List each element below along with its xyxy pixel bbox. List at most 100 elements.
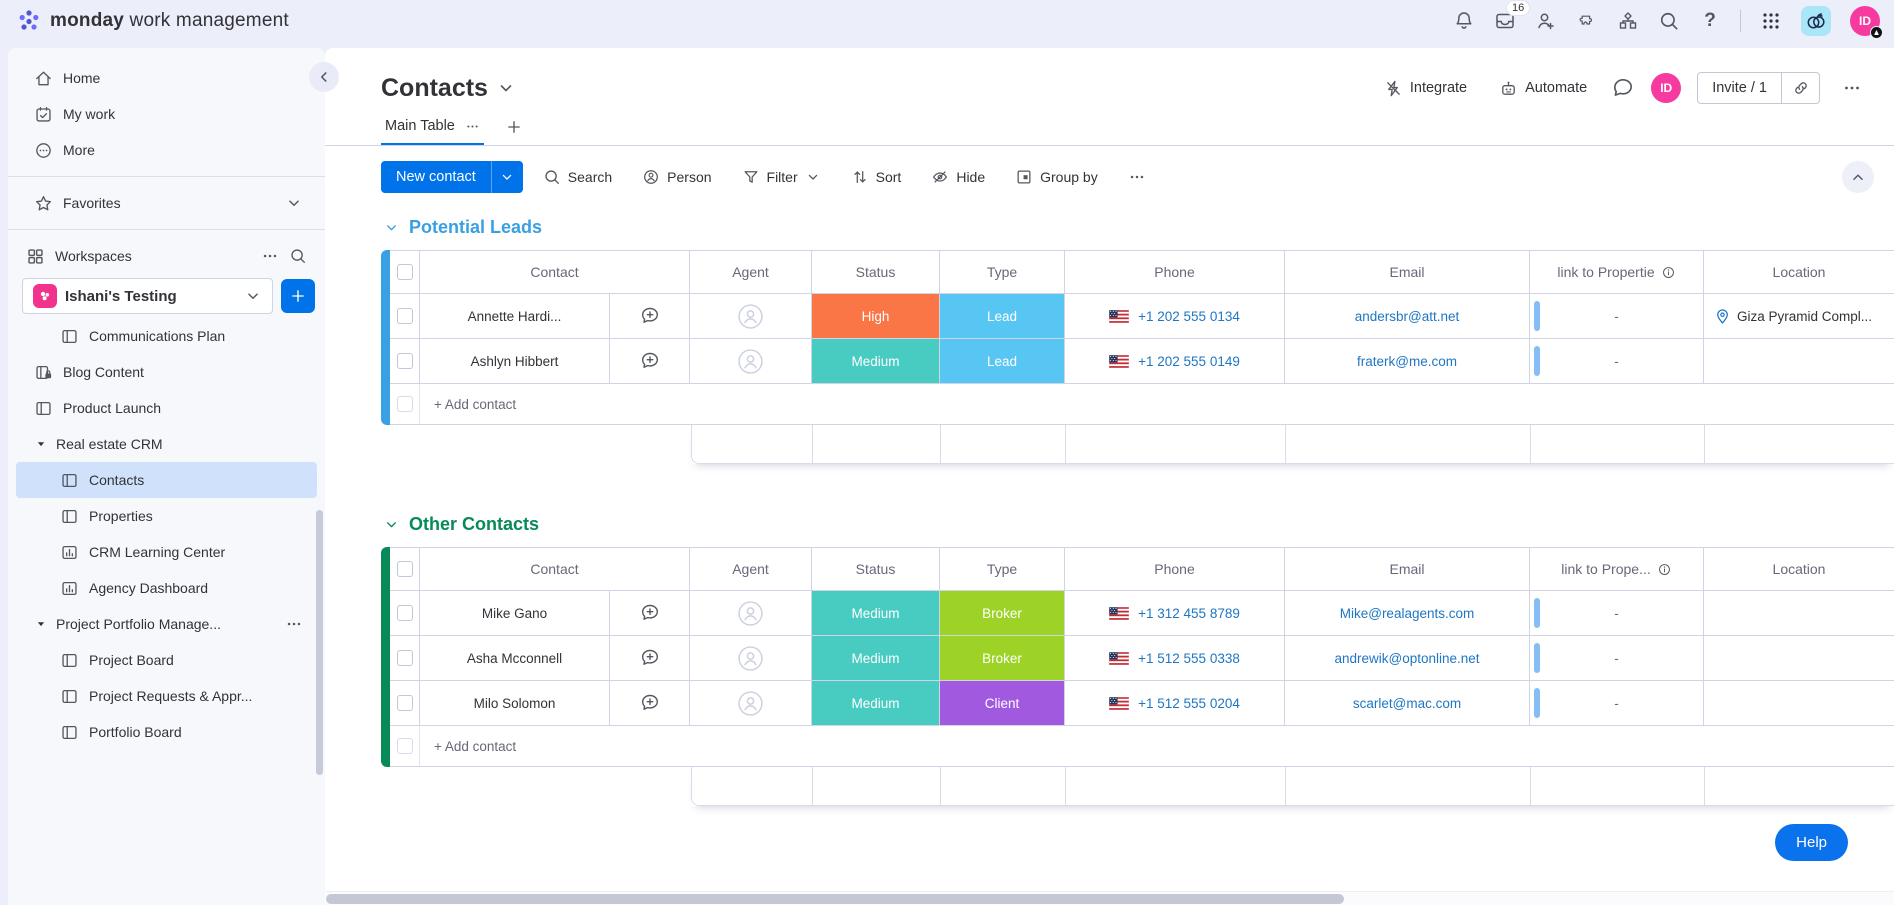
sidebar-board-project-board[interactable]: Project Board xyxy=(16,642,317,678)
type-badge[interactable]: Lead xyxy=(940,294,1064,338)
chat-plus-icon[interactable] xyxy=(639,350,661,372)
contact-name[interactable]: Ashlyn Hibbert xyxy=(420,339,610,383)
column-header-status[interactable]: Status xyxy=(812,548,940,590)
monday-brand[interactable]: monday work management xyxy=(16,8,289,34)
sidebar-board-portfolio-board[interactable]: Portfolio Board xyxy=(16,714,317,750)
workspace-picker[interactable]: Ishani's Testing xyxy=(22,278,273,314)
chat-plus-icon[interactable] xyxy=(639,647,661,669)
sidebar-board-product-launch[interactable]: Product Launch xyxy=(16,390,317,426)
email-value[interactable]: Mike@realagents.com xyxy=(1339,605,1475,621)
location-value[interactable]: Giza Pyramid Compl... xyxy=(1714,308,1872,325)
tab-main-table[interactable]: Main Table xyxy=(381,118,484,145)
column-header-email[interactable]: Email xyxy=(1285,548,1530,590)
location-value[interactable] xyxy=(1704,339,1894,383)
table-row[interactable]: Mike Gano Medium Broker +1 312 455 8789 … xyxy=(390,591,1894,636)
column-header-location[interactable]: Location xyxy=(1772,561,1826,577)
sidebar-item-favorites[interactable]: Favorites xyxy=(16,185,317,221)
product-switcher-icon[interactable] xyxy=(1760,10,1782,32)
table-row[interactable]: Ashlyn Hibbert Medium Lead +1 202 555 01… xyxy=(390,339,1894,384)
agent-avatar-placeholder-icon[interactable] xyxy=(737,645,764,672)
sidebar-folder-project-portfolio[interactable]: Project Portfolio Manage... xyxy=(16,606,317,642)
column-header-type[interactable]: Type xyxy=(940,251,1065,293)
phone-value[interactable]: +1 202 555 0134 xyxy=(1138,308,1240,324)
person-filter-button[interactable]: Person xyxy=(632,161,721,193)
group-title[interactable]: Other Contacts xyxy=(381,514,1894,535)
agent-avatar-placeholder-icon[interactable] xyxy=(737,600,764,627)
folder-menu-icon[interactable] xyxy=(285,615,303,633)
table-row[interactable]: Asha Mcconnell Medium Broker +1 512 555 … xyxy=(390,636,1894,681)
column-header-status[interactable]: Status xyxy=(812,251,940,293)
search-button[interactable]: Search xyxy=(533,161,622,193)
row-checkbox[interactable] xyxy=(396,650,413,666)
toolbar-more-button[interactable] xyxy=(1118,161,1156,193)
link-value[interactable]: - xyxy=(1614,353,1619,369)
group-title[interactable]: Potential Leads xyxy=(381,217,1894,238)
integrate-button[interactable]: Integrate xyxy=(1376,73,1475,104)
column-header-agent[interactable]: Agent xyxy=(690,548,812,590)
column-header-contact[interactable]: Contact xyxy=(420,251,690,293)
type-badge[interactable]: Lead xyxy=(940,339,1064,383)
automate-button[interactable]: Automate xyxy=(1491,73,1595,104)
sidebar-folder-real-estate-crm[interactable]: Real estate CRM xyxy=(16,426,317,462)
hide-button[interactable]: Hide xyxy=(921,161,995,193)
add-workspace-item-button[interactable] xyxy=(281,279,315,313)
location-value[interactable] xyxy=(1704,591,1894,635)
email-value[interactable]: andrewik@optonline.net xyxy=(1334,650,1480,666)
copy-link-button[interactable] xyxy=(1781,73,1819,103)
add-contact-button[interactable]: + Add contact xyxy=(434,738,517,754)
board-options-menu[interactable] xyxy=(1836,74,1868,102)
status-badge[interactable]: Medium xyxy=(812,591,939,635)
new-contact-dropdown[interactable] xyxy=(490,161,523,193)
horizontal-scrollbar-track[interactable] xyxy=(326,891,1894,905)
agent-avatar-placeholder-icon[interactable] xyxy=(737,348,764,375)
sidebar-item-home[interactable]: Home xyxy=(16,60,317,96)
sort-button[interactable]: Sort xyxy=(841,161,912,193)
type-badge[interactable]: Broker xyxy=(940,591,1064,635)
integrations-flow-icon[interactable] xyxy=(1617,10,1639,32)
contact-name[interactable]: Annette Hardi... xyxy=(420,294,610,338)
select-all-checkbox[interactable] xyxy=(396,264,413,280)
status-badge[interactable]: High xyxy=(812,294,939,338)
link-value[interactable]: - xyxy=(1614,605,1619,621)
chat-plus-icon[interactable] xyxy=(639,305,661,327)
row-checkbox[interactable] xyxy=(396,605,413,621)
global-search-icon[interactable] xyxy=(1658,10,1680,32)
contact-name[interactable]: Milo Solomon xyxy=(420,681,610,725)
phone-value[interactable]: +1 312 455 8789 xyxy=(1138,605,1240,621)
add-view-button[interactable] xyxy=(506,119,522,144)
sidebar-board-crm-learning-center[interactable]: CRM Learning Center xyxy=(16,534,317,570)
collapse-header-button[interactable] xyxy=(1842,161,1874,193)
collapse-group-icon[interactable] xyxy=(383,516,400,533)
sidebar-scrollbar[interactable] xyxy=(316,510,323,775)
email-value[interactable]: fraterk@me.com xyxy=(1357,353,1457,369)
workspaces-menu-icon[interactable] xyxy=(261,247,279,265)
invite-members-icon[interactable] xyxy=(1535,10,1557,32)
workspaces-search-icon[interactable] xyxy=(289,247,307,265)
group-by-button[interactable]: Group by xyxy=(1005,161,1108,193)
select-all-checkbox[interactable] xyxy=(396,561,413,577)
help-icon[interactable]: ? xyxy=(1699,10,1721,32)
status-badge[interactable]: Medium xyxy=(812,681,939,725)
email-value[interactable]: andersbr@att.net xyxy=(1354,308,1460,324)
horizontal-scrollbar-thumb[interactable] xyxy=(326,894,1344,904)
board-title-menu[interactable]: Contacts xyxy=(381,74,516,103)
phone-value[interactable]: +1 202 555 0149 xyxy=(1138,353,1240,369)
column-header-email[interactable]: Email xyxy=(1285,251,1530,293)
add-contact-button[interactable]: + Add contact xyxy=(434,396,517,412)
column-header-contact[interactable]: Contact xyxy=(420,548,690,590)
email-value[interactable]: scarlet@mac.com xyxy=(1352,695,1462,711)
invite-button[interactable]: Invite / 1 xyxy=(1712,80,1767,96)
column-header-agent[interactable]: Agent xyxy=(690,251,812,293)
table-row[interactable]: Milo Solomon Medium Client +1 512 555 02… xyxy=(390,681,1894,726)
sidebar-board-agency-dashboard[interactable]: Agency Dashboard xyxy=(16,570,317,606)
apps-marketplace-icon[interactable] xyxy=(1576,10,1598,32)
column-header-location[interactable]: Location xyxy=(1772,264,1826,280)
column-header-link-to-properties[interactable]: link to Prope... xyxy=(1530,548,1704,590)
info-icon[interactable] xyxy=(1661,265,1676,280)
phone-value[interactable]: +1 512 555 0204 xyxy=(1138,695,1240,711)
agent-avatar-placeholder-icon[interactable] xyxy=(737,690,764,717)
chat-plus-icon[interactable] xyxy=(639,602,661,624)
help-button[interactable]: Help xyxy=(1775,824,1848,861)
type-badge[interactable]: Client xyxy=(940,681,1064,725)
add-contact-row[interactable]: + Add contact xyxy=(390,726,1894,767)
